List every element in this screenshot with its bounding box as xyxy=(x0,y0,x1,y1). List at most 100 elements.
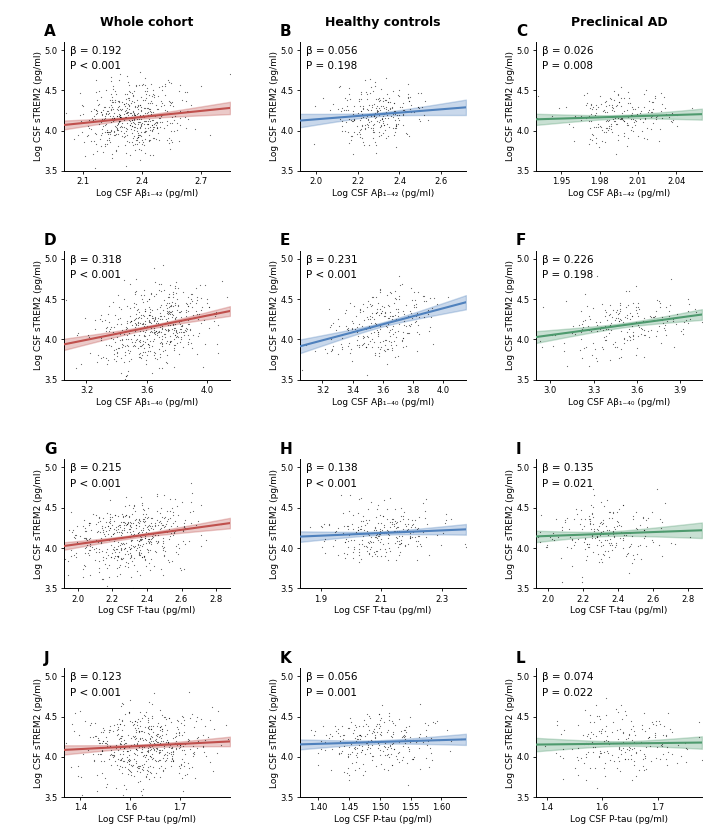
Point xyxy=(164,337,175,351)
Point xyxy=(177,93,188,107)
Point xyxy=(636,719,647,732)
Point xyxy=(130,108,141,122)
Point xyxy=(372,526,383,539)
Point xyxy=(122,101,133,114)
Point xyxy=(354,728,365,742)
Point xyxy=(150,325,162,338)
Point xyxy=(583,137,594,150)
Point xyxy=(130,316,141,330)
Point xyxy=(377,109,389,122)
Point xyxy=(167,318,179,331)
Point xyxy=(153,746,164,759)
Point xyxy=(135,706,146,719)
Point xyxy=(115,110,126,123)
Point xyxy=(588,336,599,349)
Point xyxy=(620,529,632,542)
Point xyxy=(585,98,596,112)
Point xyxy=(363,735,374,748)
Point xyxy=(659,321,670,335)
Point xyxy=(216,738,227,752)
Point xyxy=(615,736,627,749)
Point xyxy=(157,543,169,556)
Point xyxy=(106,320,117,334)
Point xyxy=(359,122,370,136)
Point xyxy=(376,128,387,141)
Point xyxy=(617,113,628,127)
Point xyxy=(169,332,180,346)
Point xyxy=(112,101,123,114)
Point xyxy=(120,320,131,333)
Point xyxy=(137,789,148,802)
Point xyxy=(111,121,123,134)
Point xyxy=(135,546,146,560)
Point xyxy=(345,346,356,359)
Point xyxy=(119,737,130,751)
Point xyxy=(147,530,159,544)
Point xyxy=(123,105,134,118)
Point xyxy=(162,525,173,539)
Point xyxy=(179,519,190,533)
Point xyxy=(120,737,131,750)
Point xyxy=(160,356,172,369)
Point xyxy=(362,113,374,127)
Point xyxy=(637,109,649,122)
Point xyxy=(440,517,451,530)
Point xyxy=(114,737,125,751)
Point xyxy=(623,330,635,343)
Point xyxy=(138,524,149,537)
Point xyxy=(412,100,423,113)
Point xyxy=(600,330,611,343)
Point xyxy=(91,138,102,151)
Point xyxy=(379,343,390,357)
Point xyxy=(600,100,611,113)
Point xyxy=(173,84,184,97)
Point xyxy=(601,95,612,108)
Point xyxy=(613,750,624,763)
Point xyxy=(191,731,203,744)
Point xyxy=(157,724,168,737)
Point xyxy=(382,553,393,566)
Point xyxy=(380,525,391,539)
Point xyxy=(116,95,128,108)
Point xyxy=(88,109,99,122)
Point xyxy=(346,129,357,143)
Text: P < 0.001: P < 0.001 xyxy=(70,270,121,280)
Point xyxy=(589,741,601,754)
Point xyxy=(379,345,391,358)
Point xyxy=(91,533,102,546)
Point xyxy=(132,718,143,732)
Point xyxy=(623,322,635,336)
Point xyxy=(130,757,142,770)
Point xyxy=(625,722,637,735)
Point xyxy=(125,548,137,561)
Point xyxy=(682,317,693,331)
Point xyxy=(615,525,627,539)
Point xyxy=(163,711,174,725)
Point xyxy=(111,758,123,772)
Point xyxy=(122,332,133,346)
Point xyxy=(103,125,114,138)
Point xyxy=(116,696,128,710)
Point xyxy=(121,134,132,148)
Point xyxy=(363,103,374,117)
Point xyxy=(133,513,145,526)
Point xyxy=(143,108,154,122)
Point xyxy=(158,488,169,502)
Point xyxy=(166,519,177,533)
Point xyxy=(361,117,372,131)
Point xyxy=(627,509,639,523)
Point xyxy=(601,744,613,758)
Point xyxy=(116,553,128,566)
Point xyxy=(91,355,103,368)
Point xyxy=(651,305,662,318)
Point xyxy=(120,760,131,774)
Point xyxy=(615,350,627,363)
Point xyxy=(113,107,125,120)
Point xyxy=(330,725,342,738)
Point xyxy=(101,580,113,593)
Point xyxy=(207,764,218,778)
Point xyxy=(107,83,118,96)
Point xyxy=(72,519,83,533)
Point xyxy=(185,336,196,350)
Point xyxy=(136,110,147,123)
